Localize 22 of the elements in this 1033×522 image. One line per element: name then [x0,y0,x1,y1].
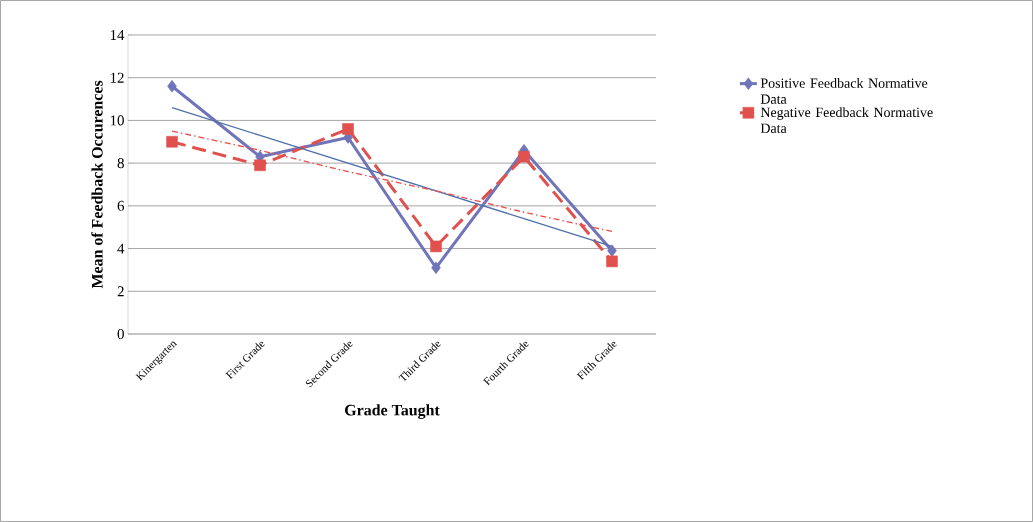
point [431,261,441,275]
point [430,240,442,253]
point [254,159,266,172]
y-tick-label: 14 [110,30,125,40]
y-tick-label: 0 [117,328,124,340]
point [607,244,617,257]
line-series [171,130,613,233]
y-tick-label: 8 [117,158,124,169]
point [518,150,530,163]
y-tick-label: 4 [117,243,125,254]
point [606,255,618,268]
legend-label: Negative Feedback Normative Data [760,107,933,133]
y-axis-title: Mean of Feedback Occurences [91,80,103,289]
y-tick-label: 10 [110,115,124,126]
point [342,123,354,135]
legend-label: Positive Feedback Normative Data [760,78,928,104]
point [167,79,177,93]
x-axis-title: Grade Taught [345,404,440,419]
y-tick-label: 12 [110,72,124,83]
y-tick-label: 2 [117,286,124,297]
point [166,136,178,148]
y-tick-label: 6 [117,200,125,211]
